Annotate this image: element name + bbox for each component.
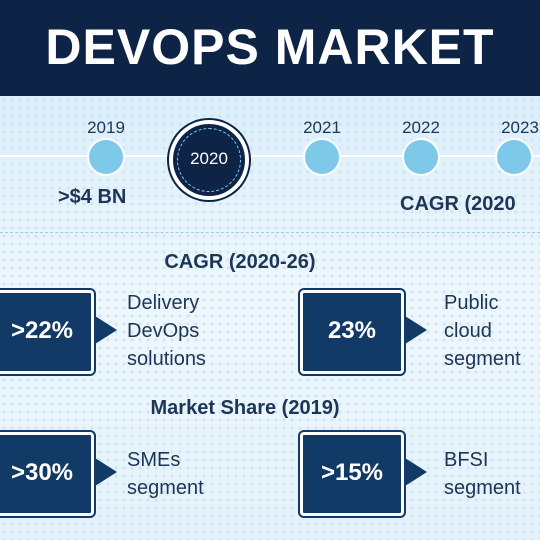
year-dot-2023 [495, 138, 533, 176]
year-dot-2021 [303, 138, 341, 176]
market-value-2019: >$4 BN [58, 186, 127, 208]
year-label-2022: 2022 [402, 118, 440, 137]
year-label-2020: 2020 [190, 149, 228, 168]
stat-value-smes: >30% [10, 459, 74, 486]
stat-box-bfsi: >15% [300, 432, 404, 516]
cagr-heading: CAGR (2020-26) [164, 251, 316, 273]
timeline-line [0, 155, 540, 157]
stat-pointer-delivery [95, 316, 117, 344]
section-divider [0, 232, 540, 233]
stat-desc-bfsi: BFSI segment [444, 449, 521, 499]
stat-box-delivery: >22% [0, 290, 94, 374]
stat-box-smes: >30% [0, 432, 94, 516]
stat-value-public-cloud: 23% [327, 317, 377, 344]
stat-pointer-smes [95, 458, 117, 486]
year-highlight-ring [177, 128, 241, 192]
cagr-partial-label: CAGR (2020 [400, 193, 516, 215]
year-dot-2019 [87, 138, 125, 176]
year-label-2019: 2019 [87, 118, 125, 137]
market-share-heading: Market Share (2019) [150, 397, 340, 419]
year-highlight-circle: 2020 [169, 120, 249, 200]
header-banner: DEVOPS MARKET [0, 0, 540, 96]
year-label-2023: 2023 [501, 118, 539, 137]
stat-desc-smes: SMEs segment [127, 449, 204, 499]
year-label-2021: 2021 [303, 118, 341, 137]
stat-desc-public-cloud: Public cloud segment [444, 292, 521, 370]
stat-pointer-bfsi [405, 458, 427, 486]
stat-pointer-public-cloud [405, 316, 427, 344]
year-dot-2022 [402, 138, 440, 176]
stat-value-bfsi: >15% [320, 459, 384, 486]
stat-box-public-cloud: 23% [300, 290, 404, 374]
stat-value-delivery: >22% [10, 317, 74, 344]
stat-desc-delivery: Delivery DevOps solutions [127, 292, 206, 370]
page-title: DEVOPS MARKET [45, 19, 495, 75]
